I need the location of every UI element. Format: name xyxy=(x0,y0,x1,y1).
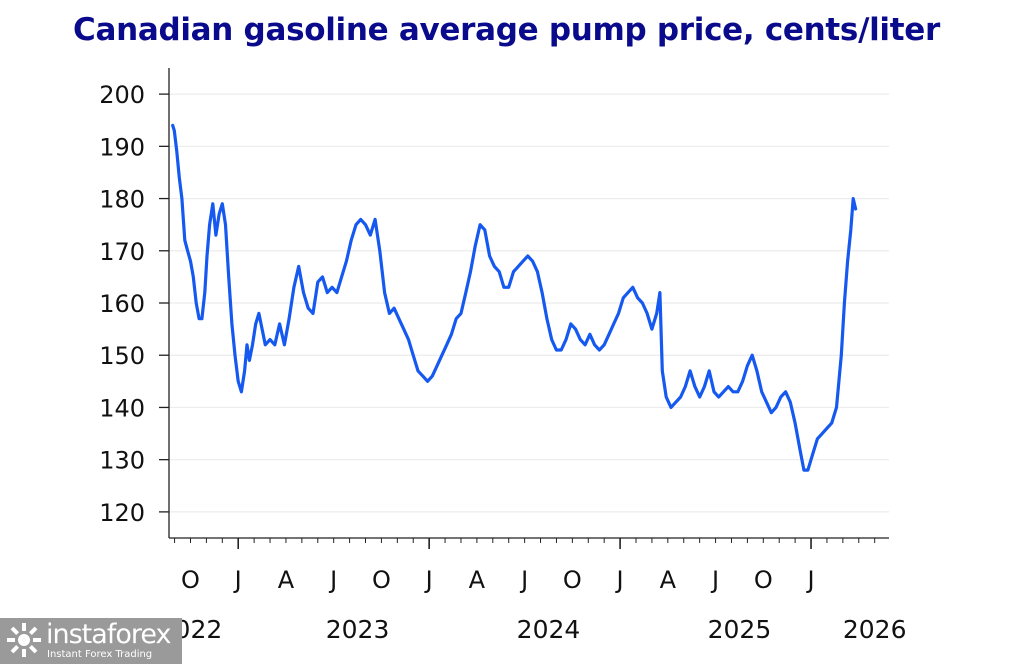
x-month-label: J xyxy=(424,566,433,594)
x-month-label: A xyxy=(660,566,677,594)
x-year-label: 2025 xyxy=(708,615,772,644)
chart-title: Canadian gasoline average pump price, ce… xyxy=(73,12,940,48)
gridlines xyxy=(169,93,889,513)
watermark-tagline: Instant Forex Trading xyxy=(47,649,153,660)
x-month-label: A xyxy=(278,566,295,594)
y-tick-label: 120 xyxy=(99,499,145,527)
y-tick-label: 190 xyxy=(99,133,145,161)
x-month-label: J xyxy=(710,566,719,594)
y-axis-ticks: 120 130 140 150 160 170 180 190 200 xyxy=(99,81,169,527)
instaforex-logo-icon xyxy=(7,623,41,657)
x-month-label: A xyxy=(469,566,486,594)
y-tick-label: 180 xyxy=(99,186,145,214)
x-month-label: J xyxy=(519,566,528,594)
y-tick-label: 130 xyxy=(99,447,145,475)
y-tick-label: 200 xyxy=(99,81,145,109)
x-month-label: O xyxy=(372,566,391,594)
series-layer xyxy=(171,123,858,472)
y-tick-label: 170 xyxy=(99,238,145,266)
watermark: instaforex Instant Forex Trading xyxy=(0,618,182,664)
y-tick-label: 150 xyxy=(99,342,145,370)
y-tick-label: 140 xyxy=(99,394,145,422)
x-month-label: J xyxy=(615,566,624,594)
x-year-label: 2023 xyxy=(326,615,390,644)
x-month-label: J xyxy=(328,566,337,594)
x-month-label: O xyxy=(754,566,773,594)
watermark-brand: instaforex xyxy=(46,619,171,650)
x-month-label: O xyxy=(563,566,582,594)
x-month-label: J xyxy=(805,566,814,594)
y-tick-label: 160 xyxy=(99,290,145,318)
x-year-label: 2026 xyxy=(843,615,907,644)
x-month-label: J xyxy=(233,566,242,594)
x-month-label: O xyxy=(181,566,200,594)
series-line-pump-price xyxy=(171,123,858,472)
x-year-label: 2024 xyxy=(517,615,581,644)
